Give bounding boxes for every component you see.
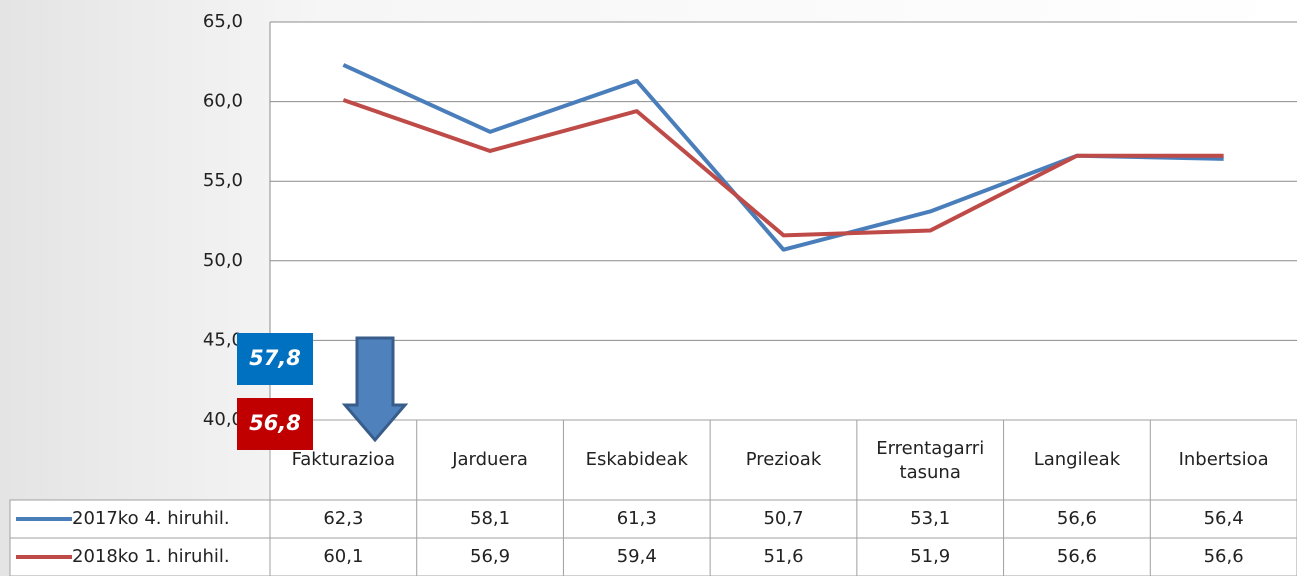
- plot-area: [270, 22, 1297, 420]
- x-tick-label: Fakturazioa: [292, 449, 396, 470]
- legend-label: 2018ko 1. hiruhil.: [72, 546, 230, 567]
- y-tick-label: 50,0: [203, 250, 243, 271]
- x-tick-label-line: tasuna: [900, 462, 961, 483]
- table-value: 53,1: [910, 508, 950, 529]
- annotation-box: [237, 333, 313, 385]
- table-value: 51,6: [763, 546, 803, 567]
- series-line: [342, 98, 1224, 238]
- x-tick-label: Eskabideak: [586, 449, 689, 470]
- x-tick-label: Langileak: [1034, 449, 1121, 470]
- annotation-label: 57,8: [249, 346, 301, 370]
- y-tick-label: 40,0: [203, 409, 243, 430]
- table-value: 50,7: [763, 508, 803, 529]
- y-tick-label: 65,0: [203, 11, 243, 32]
- down-arrow: [341, 336, 409, 443]
- legend-label: 2017ko 4. hiruhil.: [72, 508, 230, 529]
- table-value: 58,1: [470, 508, 510, 529]
- x-tick-label: Jarduera: [451, 449, 528, 470]
- table-value: 56,6: [1204, 546, 1244, 567]
- table-value: 56,6: [1057, 508, 1097, 529]
- x-tick-label: Errentagarri tasuna: [876, 438, 984, 483]
- annotation-box: [237, 398, 313, 450]
- annotation-label: 56,8: [249, 411, 301, 435]
- y-tick-label: 55,0: [203, 170, 243, 191]
- table-value: 62,3: [323, 508, 363, 529]
- table-header-bg: [269, 419, 1297, 501]
- x-tick-label: Prezioak: [746, 449, 822, 470]
- y-tick-label: 60,0: [203, 91, 243, 112]
- table-value: 60,1: [323, 546, 363, 567]
- table-value: 61,3: [617, 508, 657, 529]
- table-value: 59,4: [617, 546, 657, 567]
- table-value: 51,9: [910, 546, 950, 567]
- x-tick-label: Inbertsioa: [1179, 449, 1269, 470]
- x-tick-label-line: Errentagarri: [876, 438, 984, 459]
- table-value: 56,6: [1057, 546, 1097, 567]
- table-value: 56,9: [470, 546, 510, 567]
- y-tick-label: 45,0: [203, 329, 243, 350]
- table-value: 56,4: [1204, 508, 1244, 529]
